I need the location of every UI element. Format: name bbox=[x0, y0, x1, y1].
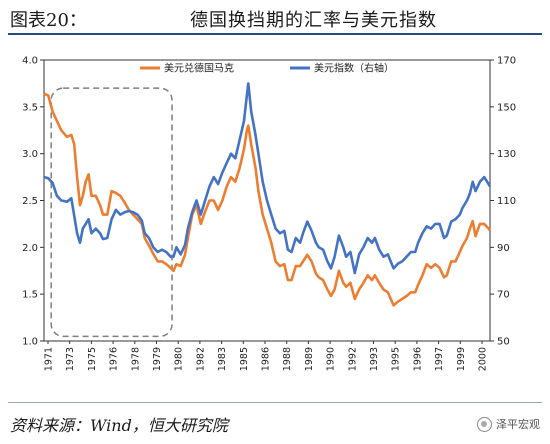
x-tick-label: 1979 bbox=[152, 347, 163, 371]
x-tick-label: 1971 bbox=[44, 347, 55, 371]
y-right-tick-label: 130 bbox=[497, 149, 516, 160]
legend-item-dollar-index-label: 美元指数（右轴） bbox=[314, 62, 394, 75]
y-left-tick-label: 2.5 bbox=[22, 196, 38, 207]
footer-rule bbox=[8, 402, 542, 403]
x-tick-label: 1992 bbox=[347, 347, 358, 371]
series-line-dollar-index bbox=[43, 82, 492, 275]
y-left-tick-label: 1.5 bbox=[22, 290, 38, 301]
figure-header: 图表20： 德国换挡期的汇率与美元指数 bbox=[0, 0, 550, 33]
x-tick-label: 1983 bbox=[217, 347, 228, 371]
x-tick-label: 1976 bbox=[109, 347, 120, 371]
watermark-text: 泽平宏观 bbox=[496, 418, 540, 431]
x-tick-label: 1980 bbox=[174, 347, 185, 371]
x-tick-label: 2000 bbox=[478, 347, 489, 371]
x-tick-label: 1986 bbox=[261, 347, 272, 371]
y-right-tick-label: 150 bbox=[497, 102, 516, 113]
legend: 美元兑德国马克 美元指数（右轴） bbox=[140, 62, 394, 75]
y-right-tick-label: 170 bbox=[497, 56, 516, 67]
x-tick-label: 1982 bbox=[195, 347, 206, 371]
y-left-tick-label: 4.0 bbox=[22, 56, 38, 67]
x-tick-label: 1996 bbox=[412, 347, 423, 371]
series bbox=[43, 82, 492, 307]
x-tick-label: 1978 bbox=[130, 347, 141, 371]
line-chart: 1.0 1.5 2.0 2.5 3.0 3.5 4.0 50 70 90 110 130 150 170 1… bbox=[22, 56, 516, 372]
x-tick-label: 1995 bbox=[391, 347, 402, 371]
x-tick-label: 1985 bbox=[239, 347, 250, 371]
x-tick-label: 1975 bbox=[87, 347, 98, 371]
series-line-usd-dem bbox=[43, 92, 492, 307]
y-left-tick-label: 2.0 bbox=[22, 243, 38, 254]
x-tick-label: 1973 bbox=[65, 347, 76, 371]
x-tick-label: 1990 bbox=[326, 347, 337, 371]
y-right-tick-label: 50 bbox=[497, 337, 510, 348]
y-left-tick-label: 3.5 bbox=[22, 102, 38, 113]
source-note: 资料来源：Wind，恒大研究院 bbox=[10, 416, 228, 435]
axes: 1.0 1.5 2.0 2.5 3.0 3.5 4.0 50 70 90 110 130 150 170 1… bbox=[22, 56, 516, 372]
y-right-tick-label: 90 bbox=[497, 243, 510, 254]
y-right-tick-label: 70 bbox=[497, 290, 510, 301]
y-left-tick-label: 1.0 bbox=[22, 337, 38, 348]
x-tick-label: 1988 bbox=[282, 347, 293, 371]
watermark: 泽平宏观 bbox=[477, 416, 540, 432]
highlight-region bbox=[50, 87, 173, 338]
y-left-tick-label: 3.0 bbox=[22, 149, 38, 160]
legend-item-usd-dem-label: 美元兑德国马克 bbox=[164, 62, 234, 75]
x-tick-label: 1997 bbox=[434, 347, 445, 371]
x-tick-label: 1989 bbox=[304, 347, 315, 371]
y-right-tick-label: 110 bbox=[497, 196, 516, 207]
wechat-icon bbox=[477, 416, 492, 432]
figure-label: 图表20： bbox=[10, 10, 87, 31]
chart-title: 德国换挡期的汇率与美元指数 bbox=[190, 10, 437, 31]
x-tick-label: 1993 bbox=[369, 347, 380, 371]
highlight-dashed-box bbox=[50, 87, 173, 338]
header-rule bbox=[8, 33, 542, 35]
x-tick-label: 1999 bbox=[456, 347, 467, 371]
